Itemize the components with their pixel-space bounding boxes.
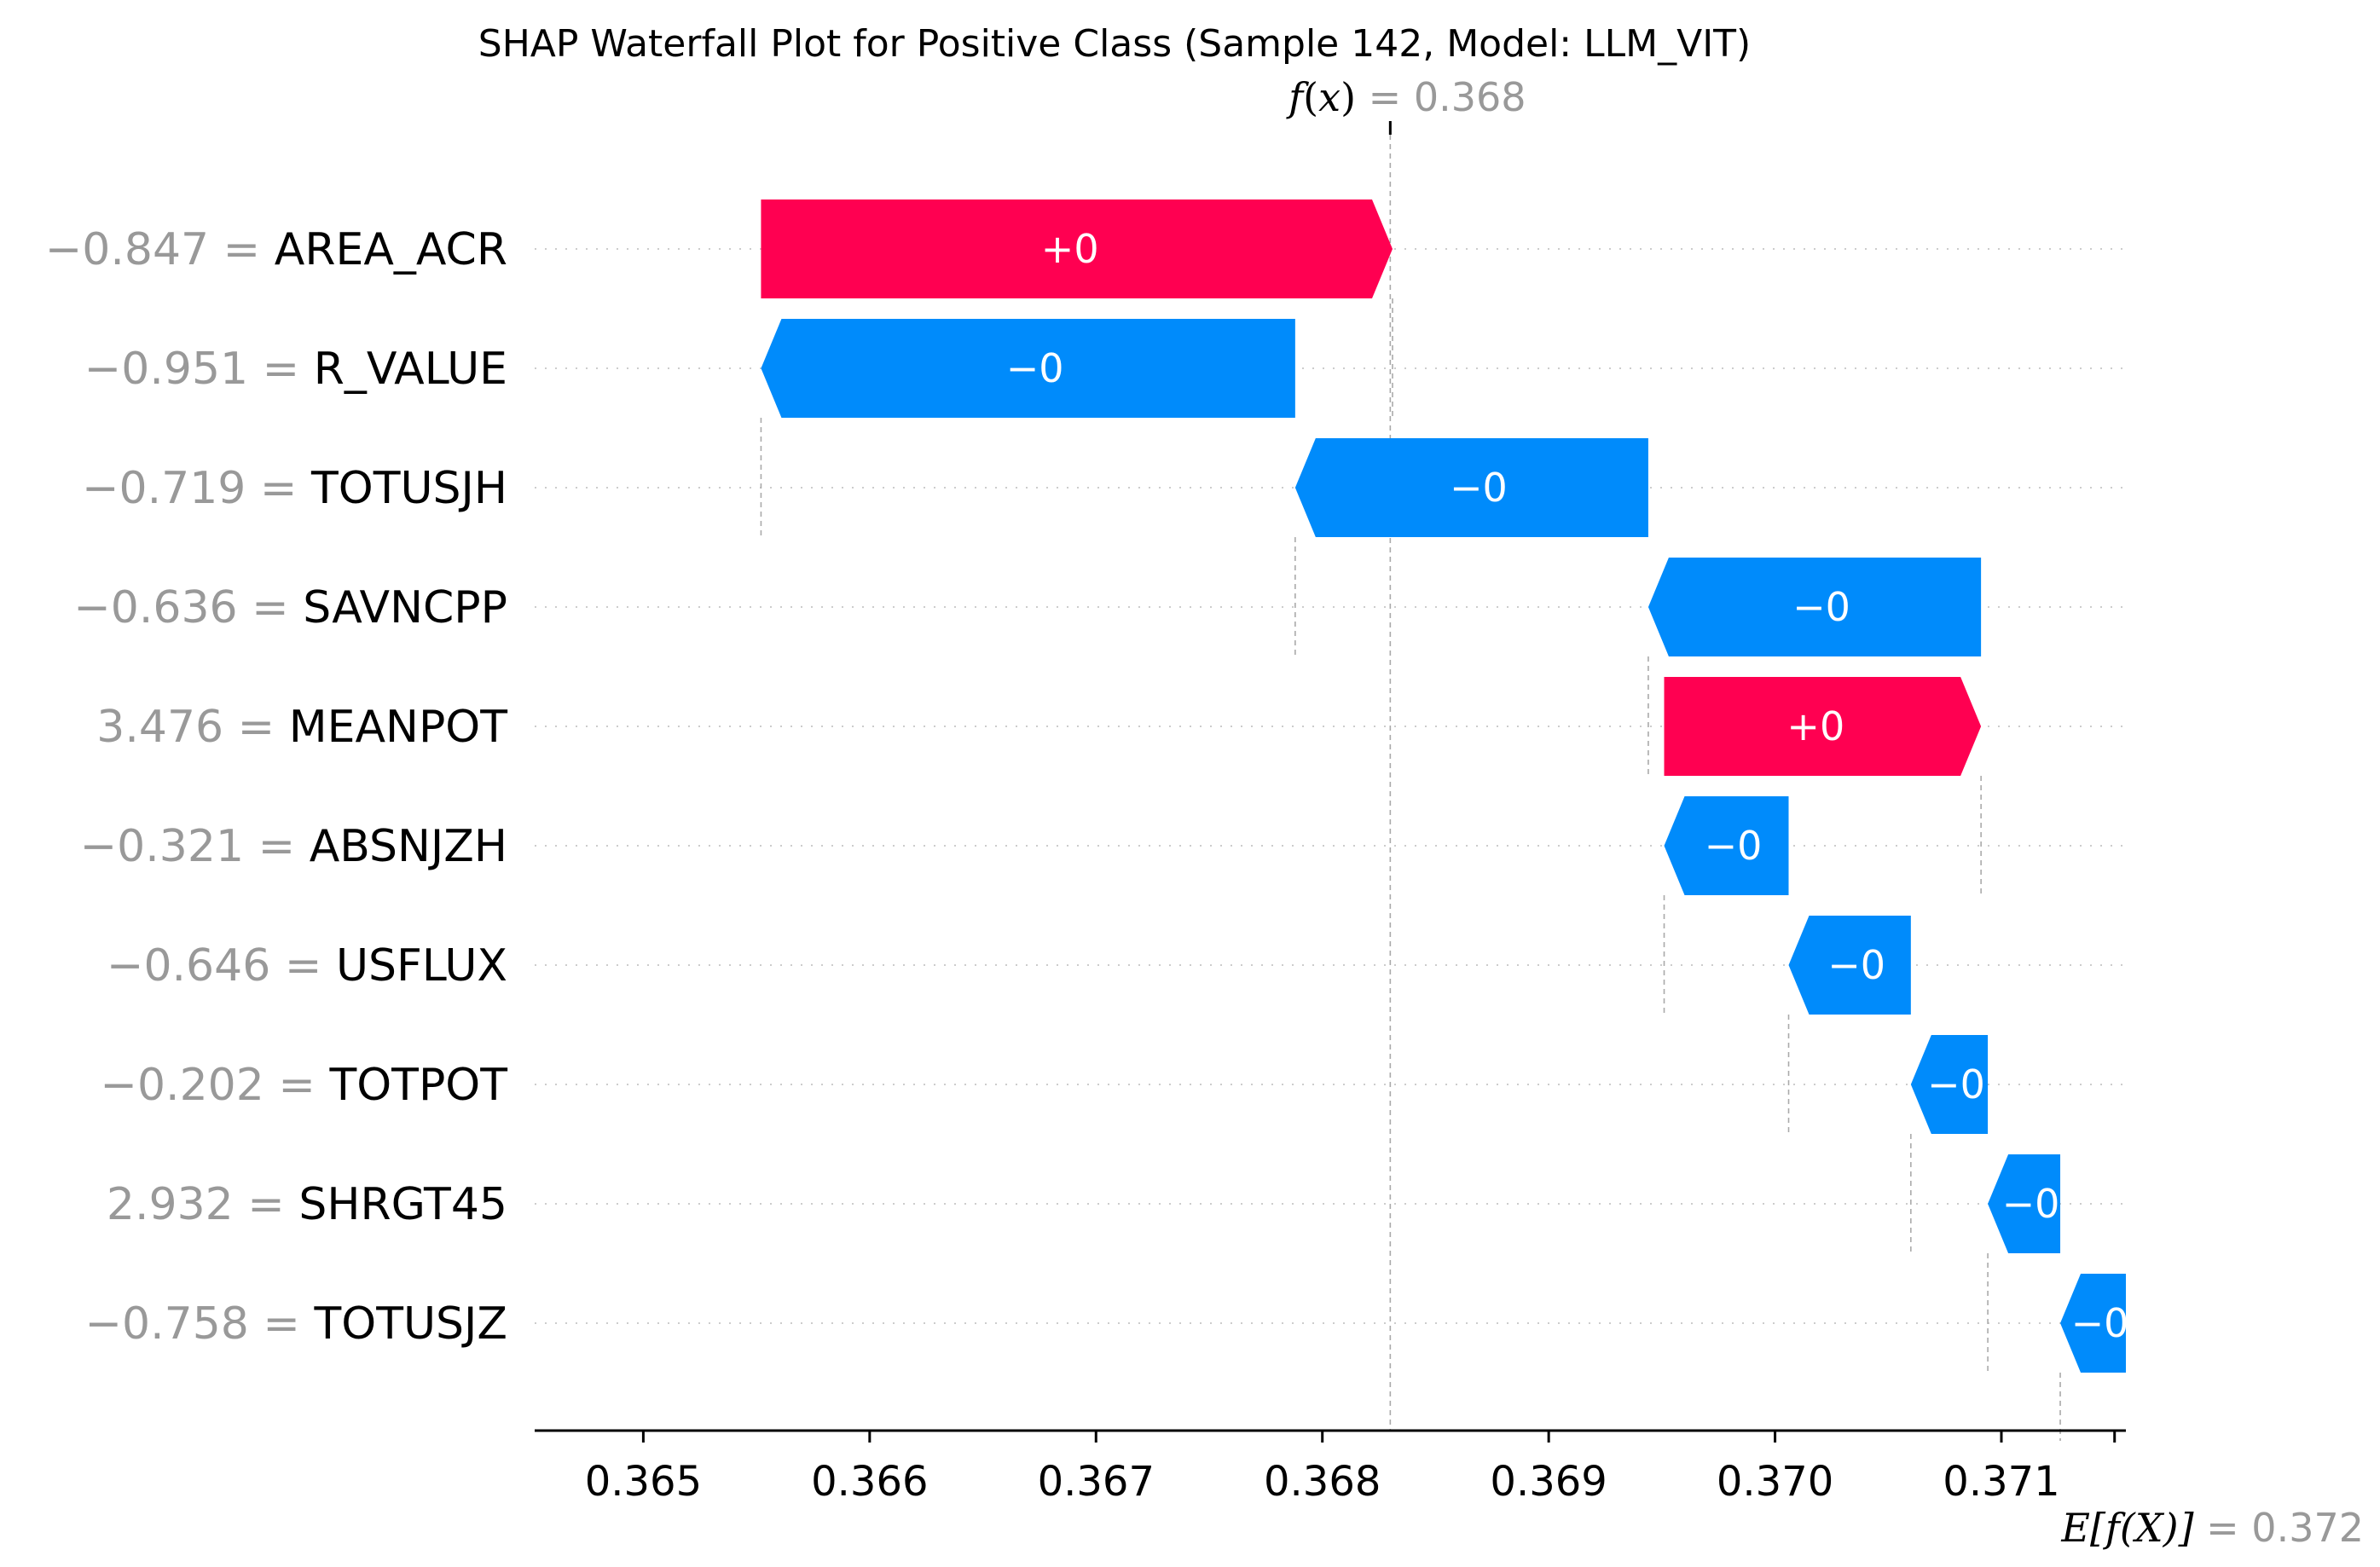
feature-label: 2.932 = SHRGT45 (107, 1179, 507, 1230)
x-tick-label: 0.371 (1943, 1458, 2059, 1506)
expected-label: E[f(X)] = 0.372 (2060, 1505, 2364, 1551)
bar-value-label: −0 (2002, 1181, 2060, 1227)
x-axis: 0.365 0.366 0.367 0.368 0.369 0.370 0.371 (535, 1429, 2126, 1506)
fx-paren-close: ) (1341, 74, 1356, 120)
feature-name: ABSNJZH (310, 821, 507, 872)
fx-annotation: f(x) = 0.368 (1286, 74, 1526, 135)
feature-label: −0.636 = SAVNCPP (73, 582, 507, 633)
expected-label-text: E[f(X)] (2060, 1505, 2193, 1551)
feature-label: −0.321 = ABSNJZH (80, 821, 507, 872)
feature-value: −0.951 = (84, 344, 314, 395)
feature-name: AREA_ACR (275, 224, 507, 275)
bar-value-label: −0 (1450, 465, 1508, 511)
feature-name: TOTUSJH (310, 463, 507, 514)
fx-paren-open: ( (1303, 74, 1318, 120)
feature-label: −0.758 = TOTUSJZ (84, 1298, 507, 1350)
feature-label: 3.476 = MEANPOT (96, 702, 507, 753)
feature-name: MEANPOT (289, 702, 507, 753)
expected-value-annotation: E[f(X)] = 0.372 (2060, 1431, 2364, 1551)
x-tick-label: 0.365 (585, 1458, 702, 1506)
feature-labels: −0.847 = AREA_ACR −0.951 = R_VALUE −0.719 … (45, 224, 508, 1350)
waterfall-bars: +0 −0 −0 −0 +0 −0 −0 −0 −0 −0 (761, 199, 2128, 1373)
waterfall-bar (761, 319, 1295, 418)
expected-value: = 0.372 (2194, 1505, 2364, 1551)
x-tick-label: 0.367 (1038, 1458, 1155, 1506)
chart-title: SHAP Waterfall Plot for Positive Class (… (478, 22, 1751, 66)
waterfall-bar (1988, 1154, 2061, 1253)
x-tick-label: 0.368 (1264, 1458, 1381, 1506)
waterfall-bar (1647, 558, 1982, 656)
bar-value-label: −0 (1827, 942, 1885, 988)
waterfall-bar (2060, 1274, 2126, 1373)
bar-value-label: −0 (1927, 1061, 1985, 1107)
bar-value-label: −0 (1006, 345, 1064, 391)
x-tick-label: 0.370 (1717, 1458, 1833, 1506)
bar-value-label: −0 (2071, 1300, 2129, 1346)
feature-label: −0.719 = TOTUSJH (82, 463, 507, 514)
waterfall-bar (1664, 677, 1982, 776)
feature-name: TOTPOT (328, 1060, 507, 1111)
fx-arg: x (1318, 74, 1341, 120)
waterfall-bar (1910, 1035, 1989, 1134)
x-tick-label: 0.369 (1490, 1458, 1607, 1506)
feature-name: TOTUSJZ (314, 1298, 507, 1350)
feature-value: −0.636 = (73, 582, 303, 633)
feature-name: R_VALUE (314, 344, 507, 395)
bar-value-label: +0 (1041, 226, 1099, 272)
waterfall-bar (1294, 438, 1648, 537)
x-tick-label: 0.366 (811, 1458, 928, 1506)
feature-label: −0.646 = USFLUX (107, 940, 507, 992)
fx-label: f(x) = 0.368 (1286, 74, 1526, 120)
row-guides (535, 248, 2126, 1324)
feature-name: SAVNCPP (303, 582, 507, 633)
connector-guides (760, 135, 2061, 1441)
waterfall-bar (1788, 916, 1911, 1015)
feature-value: −0.719 = (82, 463, 311, 514)
feature-name: USFLUX (336, 940, 507, 992)
fx-value: = 0.368 (1356, 74, 1526, 120)
feature-value: −0.847 = (45, 224, 275, 275)
feature-value: −0.202 = (100, 1060, 329, 1111)
feature-label: −0.202 = TOTPOT (100, 1060, 507, 1111)
feature-value: 2.932 = (107, 1179, 299, 1230)
feature-value: −0.758 = (84, 1298, 314, 1350)
feature-label: −0.951 = R_VALUE (84, 344, 507, 395)
feature-value: −0.646 = (107, 940, 336, 992)
bar-value-label: +0 (1786, 703, 1844, 749)
feature-value: −0.321 = (80, 821, 310, 872)
waterfall-bar (761, 199, 1393, 298)
feature-value: 3.476 = (96, 702, 289, 753)
bar-value-label: −0 (1792, 584, 1850, 630)
bar-value-label: −0 (1705, 823, 1763, 869)
feature-label: −0.847 = AREA_ACR (45, 224, 507, 275)
waterfall-bar (1664, 796, 1789, 895)
feature-name: SHRGT45 (298, 1179, 507, 1230)
